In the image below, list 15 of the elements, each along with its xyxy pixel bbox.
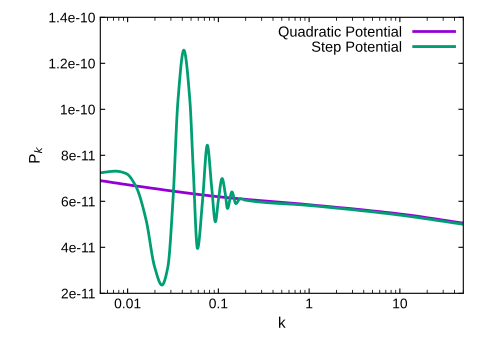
legend-label: Step Potential	[312, 41, 402, 55]
x-tick-label: 1	[306, 298, 312, 308]
x-axis-title: k	[279, 316, 286, 328]
y-tick-label: 8e-11	[62, 150, 95, 160]
y-tick-label: 1.4e-10	[49, 12, 95, 22]
y-axis-title: P$_{k}$	[29, 146, 42, 163]
y-tick-label: 2e-11	[62, 288, 95, 298]
x-tick-label: 0.1	[209, 298, 228, 308]
y-tick-label: 1.2e-10	[49, 58, 95, 68]
x-tick-label: 10	[393, 298, 408, 308]
y-tick-label: 4e-11	[61, 242, 95, 252]
legend-label: Quadratic Potential	[278, 26, 402, 40]
y-tick-label: 1e-10	[60, 104, 95, 114]
x-tick-label: 0.01	[114, 298, 140, 308]
y-tick-label: 6e-11	[62, 196, 95, 206]
